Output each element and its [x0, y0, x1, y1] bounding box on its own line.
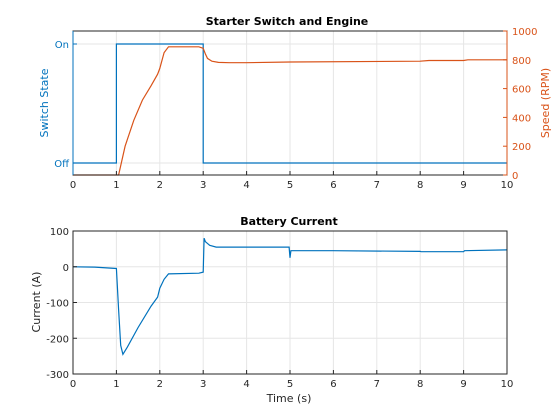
top-x-tick-label: 1 [113, 180, 119, 191]
bottom-x-label: Time (s) [266, 392, 312, 405]
bottom-x-tick-label: 6 [330, 379, 336, 390]
bottom-x-tick-label: 10 [501, 379, 514, 390]
battery-current-line [72, 237, 508, 356]
top-chart-title: Starter Switch and Engine [206, 15, 369, 28]
top-right-y-tick-label: 400 [512, 113, 531, 124]
engine-speed-line [73, 46, 507, 176]
top-chart: 0 1 2 3 4 5 6 7 8 9 10 Off On 0 200 400 600 800 1000 Sta… [38, 15, 552, 191]
top-left-y-ticks: Off On [54, 31, 77, 175]
bottom-x-tick-label: 4 [243, 379, 249, 390]
bottom-chart: 0 1 2 3 4 5 6 7 8 9 10 100 0 -100 -200 -300 Battery Cu… [30, 215, 513, 405]
bottom-y-tick-label: -100 [46, 299, 69, 310]
top-x-tick-label: 5 [287, 180, 293, 191]
bottom-x-tick-label: 2 [157, 379, 163, 390]
top-right-y-label: Speed (RPM) [539, 68, 552, 138]
bottom-y-tick-label: 0 [63, 263, 69, 274]
top-right-y-tick-label: 800 [512, 56, 531, 67]
bottom-y-tick-label: 100 [50, 227, 69, 238]
bottom-x-tick-label: 5 [287, 379, 293, 390]
top-x-tick-label: 8 [417, 180, 423, 191]
top-x-tick-label: 0 [70, 180, 76, 191]
top-right-y-tick-label: 600 [512, 85, 531, 96]
bottom-y-label: Current (A) [30, 272, 43, 333]
top-switch-series [73, 43, 507, 164]
top-right-y-tick-label: 0 [512, 171, 518, 182]
bottom-x-tick-label: 0 [70, 379, 76, 390]
bottom-x-tick-label: 9 [460, 379, 466, 390]
bottom-current-series [72, 237, 508, 356]
bottom-x-tick-label: 1 [113, 379, 119, 390]
bottom-y-tick-label: -200 [46, 334, 69, 345]
bottom-x-tick-label: 7 [374, 379, 380, 390]
top-x-tick-label: 10 [501, 180, 514, 191]
top-left-y-label: Switch State [38, 68, 51, 137]
bottom-chart-title: Battery Current [240, 215, 338, 228]
top-right-y-tick-label: 200 [512, 142, 531, 153]
bottom-x-ticks: 0 1 2 3 4 5 6 7 8 9 10 [70, 370, 514, 390]
top-x-tick-label: 4 [243, 180, 249, 191]
top-x-ticks: 0 1 2 3 4 5 6 7 8 9 10 [70, 171, 514, 191]
top-right-y-tick-label: 1000 [512, 27, 537, 38]
top-x-tick-label: 3 [200, 180, 206, 191]
switch-state-line [73, 43, 507, 164]
top-left-y-tick-label: On [55, 40, 69, 51]
bottom-y-tick-label: -300 [46, 370, 69, 381]
top-grid [72, 31, 508, 175]
bottom-x-tick-label: 3 [200, 379, 206, 390]
top-right-y-ticks: 0 200 400 600 800 1000 [503, 27, 537, 182]
bottom-y-ticks: 100 0 -100 -200 -300 [46, 227, 77, 381]
top-x-tick-label: 2 [157, 180, 163, 191]
top-x-tick-label: 9 [460, 180, 466, 191]
top-x-tick-label: 6 [330, 180, 336, 191]
top-x-tick-label: 7 [374, 180, 380, 191]
bottom-x-tick-label: 8 [417, 379, 423, 390]
top-speed-series [73, 46, 507, 176]
top-left-y-tick-label: Off [54, 159, 70, 170]
